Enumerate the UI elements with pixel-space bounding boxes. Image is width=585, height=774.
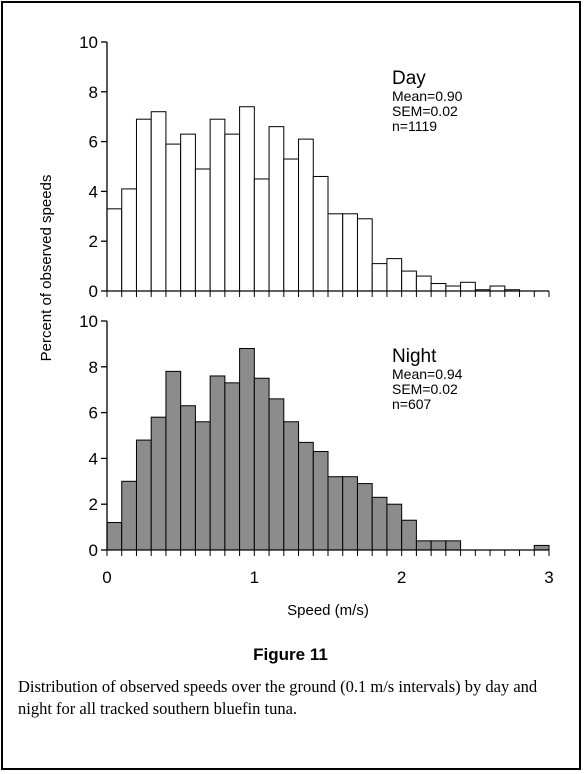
day-bar [312, 175, 329, 292]
night-bar [356, 483, 373, 551]
day-bar [165, 143, 182, 292]
x-tick-label: 2 [397, 568, 406, 587]
day-y-tick-label: 4 [89, 182, 98, 201]
day-bar [489, 285, 506, 292]
day-bar [180, 133, 196, 292]
night-stat-label: SEM=0.02 [392, 381, 458, 397]
histogram-panels: 0246810DayMean=0.90SEM=0.02n=11190246810… [79, 33, 554, 587]
night-bar [430, 540, 447, 551]
night-bar [180, 405, 196, 551]
day-bar [239, 106, 255, 292]
night-bar [121, 480, 137, 551]
night-bar [401, 519, 417, 551]
day-y-tick-label: 0 [89, 282, 98, 301]
speed-histogram-chart: 0246810DayMean=0.90SEM=0.02n=11190246810… [38, 33, 554, 619]
night-bar [415, 540, 432, 551]
x-tick-label: 1 [250, 568, 259, 587]
night-bar [533, 544, 550, 551]
night-y-tick-label: 8 [89, 358, 98, 377]
day-stat-label: n=1119 [392, 118, 437, 134]
day-bar [150, 111, 167, 292]
night-bar [268, 398, 285, 551]
night-bar [209, 375, 226, 551]
day-bar [415, 275, 432, 292]
day-bar [209, 118, 226, 292]
x-tick-label: 3 [544, 568, 553, 587]
day-stat-label: Mean=0.90 [392, 88, 463, 104]
day-bar [430, 283, 447, 292]
night-panel-label: Night [392, 346, 437, 367]
night-bar [224, 382, 241, 551]
night-bar [386, 503, 403, 551]
night-y-tick-label: 2 [89, 495, 98, 514]
day-bar [121, 188, 137, 292]
day-y-tick-label: 8 [89, 83, 98, 102]
day-bar [371, 263, 388, 292]
day-bar [224, 133, 241, 292]
day-bar [327, 213, 344, 292]
day-y-tick-label: 2 [89, 232, 98, 251]
x-tick-label: 0 [102, 568, 111, 587]
night-stat-label: Mean=0.94 [392, 366, 463, 382]
night-bar [371, 496, 388, 551]
day-bar [253, 178, 270, 292]
figure-caption: Distribution of observed speeds over the… [18, 677, 538, 718]
night-bar [150, 416, 167, 551]
day-bar [268, 126, 285, 292]
x-axis-title: Speed (m/s) [287, 602, 369, 619]
night-bar [253, 377, 270, 551]
day-stat-label: SEM=0.02 [392, 103, 458, 119]
day-bar [298, 138, 314, 292]
night-bar [445, 540, 462, 551]
day-bar [445, 285, 462, 292]
day-bar [386, 258, 403, 292]
day-bar [401, 270, 417, 292]
night-y-tick-label: 10 [79, 312, 98, 331]
day-y-tick-label: 10 [79, 33, 98, 52]
y-axis-title: Percent of observed speeds [38, 175, 55, 362]
night-bar [239, 347, 255, 551]
night-stat-label: n=607 [392, 396, 432, 412]
night-bar [327, 476, 344, 551]
day-y-tick-label: 6 [89, 133, 98, 152]
night-y-tick-label: 4 [89, 449, 98, 468]
night-bar [194, 421, 211, 551]
night-bar [312, 451, 329, 551]
day-bar [194, 168, 211, 292]
day-bar [356, 218, 373, 292]
night-bar [135, 439, 152, 551]
figure-title: Figure 11 [253, 645, 328, 664]
night-y-tick-label: 0 [89, 541, 98, 560]
day-bar [135, 118, 152, 292]
night-y-tick-label: 6 [89, 404, 98, 423]
day-panel-label: Day [392, 68, 426, 89]
night-bar [342, 476, 358, 551]
day-bar [283, 158, 300, 292]
night-bar [106, 522, 123, 551]
day-bar [106, 208, 123, 292]
day-bar [342, 213, 358, 292]
night-bar [165, 370, 182, 551]
day-bar [460, 281, 476, 292]
night-bar [298, 441, 314, 551]
night-bar [283, 421, 300, 551]
